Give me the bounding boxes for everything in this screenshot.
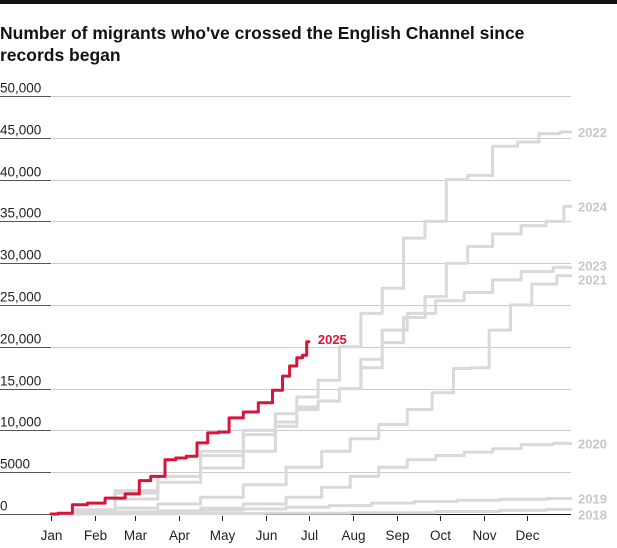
y-tick-label: 30,000 (0, 248, 41, 263)
chart-title: Number of migrants who've crossed the En… (0, 23, 525, 65)
x-tick-label: Jun (256, 528, 278, 543)
x-tick-label: Oct (430, 528, 451, 543)
x-tick-label: Dec (515, 528, 539, 543)
y-tick-label: 10,000 (0, 415, 41, 430)
x-tick-label: Aug (341, 528, 365, 543)
x-tick-label: May (210, 528, 236, 543)
y-tick-label: 50,000 (0, 81, 41, 96)
series-lines (49, 130, 573, 516)
y-axis: 0 5000 10,000 15,000 20,000 25,000 30,000 35,00… (0, 81, 51, 515)
x-tick-label: Sep (385, 528, 409, 543)
series-label-2025: 2025 (318, 332, 347, 347)
y-tick-label: 5000 (0, 457, 30, 472)
y-tick-label: 0 (0, 499, 8, 514)
y-tick-label: 40,000 (0, 165, 41, 180)
series-line-2025 (49, 340, 311, 516)
x-tick-label: Jan (41, 528, 63, 543)
x-tick-label: Mar (124, 528, 148, 543)
x-axis: Jan Feb Mar Apr May Jun Jul Aug Sep Oct Nov Dec (41, 514, 571, 543)
series-label-2024: 2024 (578, 199, 608, 214)
series-line-2021 (49, 274, 573, 516)
series-label-2021: 2021 (578, 273, 607, 288)
x-tick-label: Jul (301, 528, 318, 543)
y-tick-label: 35,000 (0, 206, 41, 221)
series-line-2023 (49, 265, 573, 516)
series-label-2023: 2023 (578, 258, 607, 273)
series-line-2024 (49, 204, 573, 516)
x-tick-label: Feb (84, 528, 107, 543)
series-label-2019: 2019 (578, 492, 607, 507)
series-label-2020: 2020 (578, 436, 607, 451)
gridlines (52, 96, 571, 473)
x-tick-label: Apr (169, 528, 191, 543)
series-label-2022: 2022 (578, 125, 607, 140)
y-tick-label: 20,000 (0, 332, 41, 347)
series-label-2018: 2018 (578, 507, 607, 522)
series-line-2020 (49, 441, 573, 516)
y-tick-label: 25,000 (0, 290, 41, 305)
x-tick-label: Nov (472, 528, 496, 543)
y-tick-label: 15,000 (0, 374, 41, 389)
top-rule (0, 0, 617, 4)
y-tick-label: 45,000 (0, 123, 41, 138)
series-line-2022 (49, 130, 573, 516)
